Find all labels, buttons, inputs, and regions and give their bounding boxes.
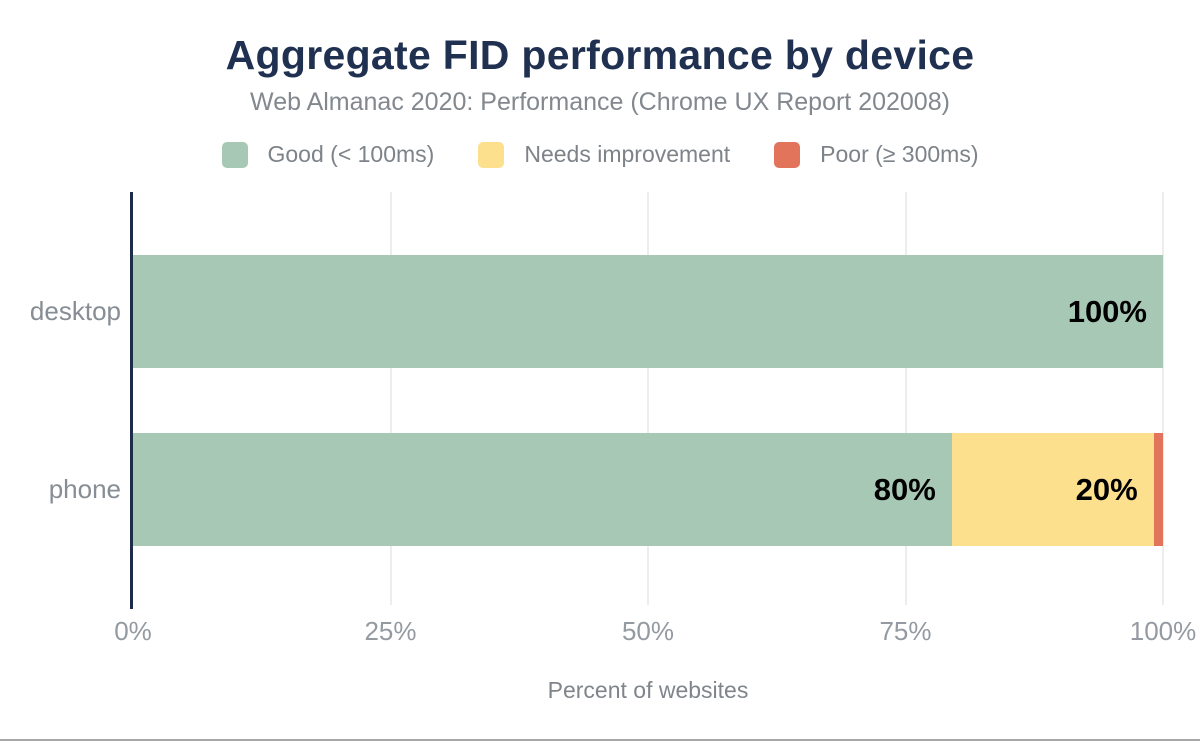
bar-segment[interactable]: 20% [951, 433, 1154, 546]
bar-segment[interactable]: 80% [133, 433, 952, 546]
x-axis-title: Percent of websites [547, 677, 749, 703]
legend-label: Needs improvement [524, 141, 731, 167]
bar-segment[interactable]: 100% [133, 255, 1163, 368]
x-tick-label: 75% [879, 616, 932, 646]
chart-legend: Good (< 100ms) Needs improvement Poor (≥ 3… [0, 141, 1200, 168]
chart-title: Aggregate FID performance by device [225, 32, 975, 78]
bar-value-label: 20% [1075, 471, 1138, 507]
legend-item[interactable]: Good (< 100ms) [221, 141, 435, 168]
x-tick-label: 25% [364, 616, 417, 646]
legend-swatch-icon [478, 141, 505, 168]
legend-item[interactable]: Poor (≥ 300ms) [774, 141, 979, 168]
bar-value-label: 100% [1067, 293, 1147, 329]
y-category-label: desktop [29, 296, 121, 326]
legend-swatch-icon [221, 141, 248, 168]
y-category-label: phone [48, 474, 121, 504]
y-axis-line [130, 192, 133, 609]
x-tick-label: 50% [621, 616, 675, 646]
legend-item[interactable]: Needs improvement [478, 141, 730, 168]
legend-label: Good (< 100ms) [267, 141, 435, 167]
bar-row: 80% 20% [133, 433, 1163, 546]
gridline [1162, 192, 1164, 605]
x-tick-label: 0% [114, 616, 152, 646]
bar-row: 100% [133, 255, 1163, 368]
bar-value-label: 80% [873, 471, 936, 507]
gridline [904, 192, 907, 605]
chart-subtitle: Web Almanac 2020: Performance (Chrome UX… [250, 88, 950, 116]
legend-label: Poor (≥ 300ms) [820, 141, 979, 167]
bar-segment[interactable] [1153, 433, 1163, 546]
legend-swatch-icon [774, 141, 801, 168]
gridline [389, 192, 392, 605]
x-tick-label: 100% [1129, 616, 1197, 646]
gridline [647, 192, 649, 605]
bottom-border-rule [0, 739, 1200, 741]
